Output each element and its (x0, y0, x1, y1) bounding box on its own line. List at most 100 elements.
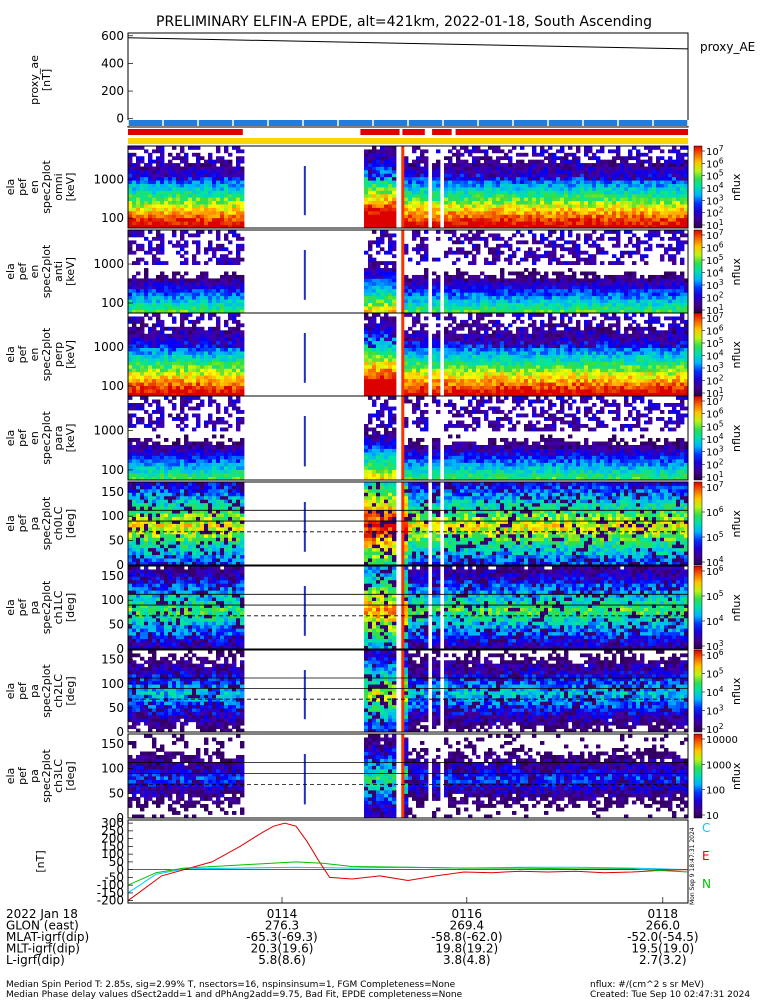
spectro-0-cell (664, 200, 669, 205)
spectro-1-cell (544, 288, 549, 293)
spectro-2-cell (392, 392, 397, 397)
spectro-0-cell (392, 204, 397, 208)
spectro-2-cell (392, 364, 397, 369)
spectro-0-cell (364, 221, 369, 225)
spectro-0-cell (432, 180, 437, 184)
spectro-1-cell (160, 278, 165, 283)
spectro-0-cell (460, 197, 465, 202)
spectro-0-cell (372, 190, 377, 195)
spectro-0-cell (236, 204, 241, 208)
spectro-0-cell (620, 197, 625, 202)
spectro-0-cell (392, 183, 397, 188)
spectro-0-cell (188, 190, 193, 195)
spectro-0-cell (660, 156, 665, 161)
spectro-2-cell (232, 340, 237, 345)
spectro-0-cell (472, 190, 477, 195)
spectro-2-cell (172, 389, 177, 393)
spectro-1-cell (376, 268, 381, 272)
spectro-0-cell (460, 210, 465, 215)
spectro-1-cell (156, 285, 161, 290)
spectro-2-cell (228, 351, 233, 355)
spectro-0-cell (512, 200, 517, 205)
spectro-1-cell (676, 250, 681, 255)
spectro-1-cell (684, 309, 689, 314)
spectro-0-cell (220, 190, 225, 195)
spectro-0-cell (660, 197, 665, 202)
spectro-0-cell (664, 166, 669, 171)
spectro-1-cell (140, 281, 145, 286)
spectro-1-cell (220, 274, 225, 279)
spectro-0-cell (512, 197, 517, 202)
spectro-1-cell (524, 274, 529, 279)
spectro-2-cell (160, 364, 165, 369)
spectro-1-cell (632, 292, 637, 297)
spectro-0-cell (132, 169, 137, 174)
spectro-1-cell (580, 309, 585, 314)
spectro-1-cell (136, 261, 141, 265)
spectro-1-cell (392, 268, 397, 272)
spectro-1-cell (232, 292, 237, 297)
spectro-0-cell (660, 187, 665, 191)
spectro-1-cell (528, 278, 533, 283)
spectro-2-cell (376, 378, 381, 383)
spectro-2-cell (412, 371, 417, 376)
spectro-2-cell (152, 337, 157, 342)
spectro-1-cell (552, 306, 557, 310)
spectro-0-cell (528, 176, 533, 181)
spectro-1-cell (416, 247, 421, 252)
spectro-0-cell (408, 169, 413, 174)
spectro-0-cell (620, 159, 625, 164)
spectro-1-cell (672, 281, 677, 286)
spectro-0-cell (652, 221, 657, 225)
spectro-0-cell (556, 176, 561, 181)
spectro-0-cell (628, 166, 633, 171)
spectro-2-cell (200, 330, 205, 335)
spectro-2-cell (228, 316, 233, 321)
spectro-0-cell (616, 173, 621, 178)
spectro-1-cell (392, 302, 397, 307)
spectro-0-cell (496, 183, 501, 188)
spectro-1-cell (468, 309, 473, 314)
spectro-1-cell (456, 288, 461, 293)
spectro-1-cell (180, 247, 185, 252)
spectro-2-cell (388, 323, 393, 328)
spectro-0-cell (520, 166, 525, 171)
spectro-0-cell (412, 207, 417, 212)
spectro-0-cell (516, 204, 521, 208)
spectro-0-cell (640, 152, 645, 157)
spectro-2-cell (392, 371, 397, 376)
spectro-0-cell (536, 159, 541, 164)
spectro-2-cell (176, 333, 181, 338)
spectro-2-cell (416, 340, 421, 345)
spectro-1-cell (448, 302, 453, 307)
spectro-1-cell (160, 261, 165, 265)
spectro-0-cell (592, 163, 597, 167)
spectro-0-cell (128, 193, 133, 198)
spectro-0-cell (516, 224, 521, 229)
spectro-0-cell (372, 221, 377, 225)
spectro-1-cell (180, 278, 185, 283)
spectro-1-cell (156, 292, 161, 297)
spectro-2-cell (408, 351, 413, 355)
spectro-0-cell (672, 224, 677, 229)
spectro-0-cell (376, 156, 381, 161)
spectro-2-cell (228, 337, 233, 342)
spectro-0-cell (476, 200, 481, 205)
spectro-1-cell (140, 247, 145, 252)
spectro-1-cell (532, 309, 537, 314)
spectro-0-cell (512, 183, 517, 188)
spectro-2-cell (388, 368, 393, 373)
spectro-1-cell (412, 278, 417, 283)
spectro-0-cell (676, 214, 681, 219)
spectro-0-cell (644, 166, 649, 171)
spectro-1-cell (524, 240, 529, 245)
spectro-0-cell (596, 204, 601, 208)
spectro-0-cell (528, 190, 533, 195)
spectro-0-cell (156, 190, 161, 195)
spectro-2-cell (232, 337, 237, 342)
spectro-0-cell (136, 163, 141, 167)
spectro-1-cell (604, 274, 609, 279)
spectro-1-cell (616, 278, 621, 283)
spectro-2-cell (168, 333, 173, 338)
spectro-0-cell (148, 163, 153, 167)
